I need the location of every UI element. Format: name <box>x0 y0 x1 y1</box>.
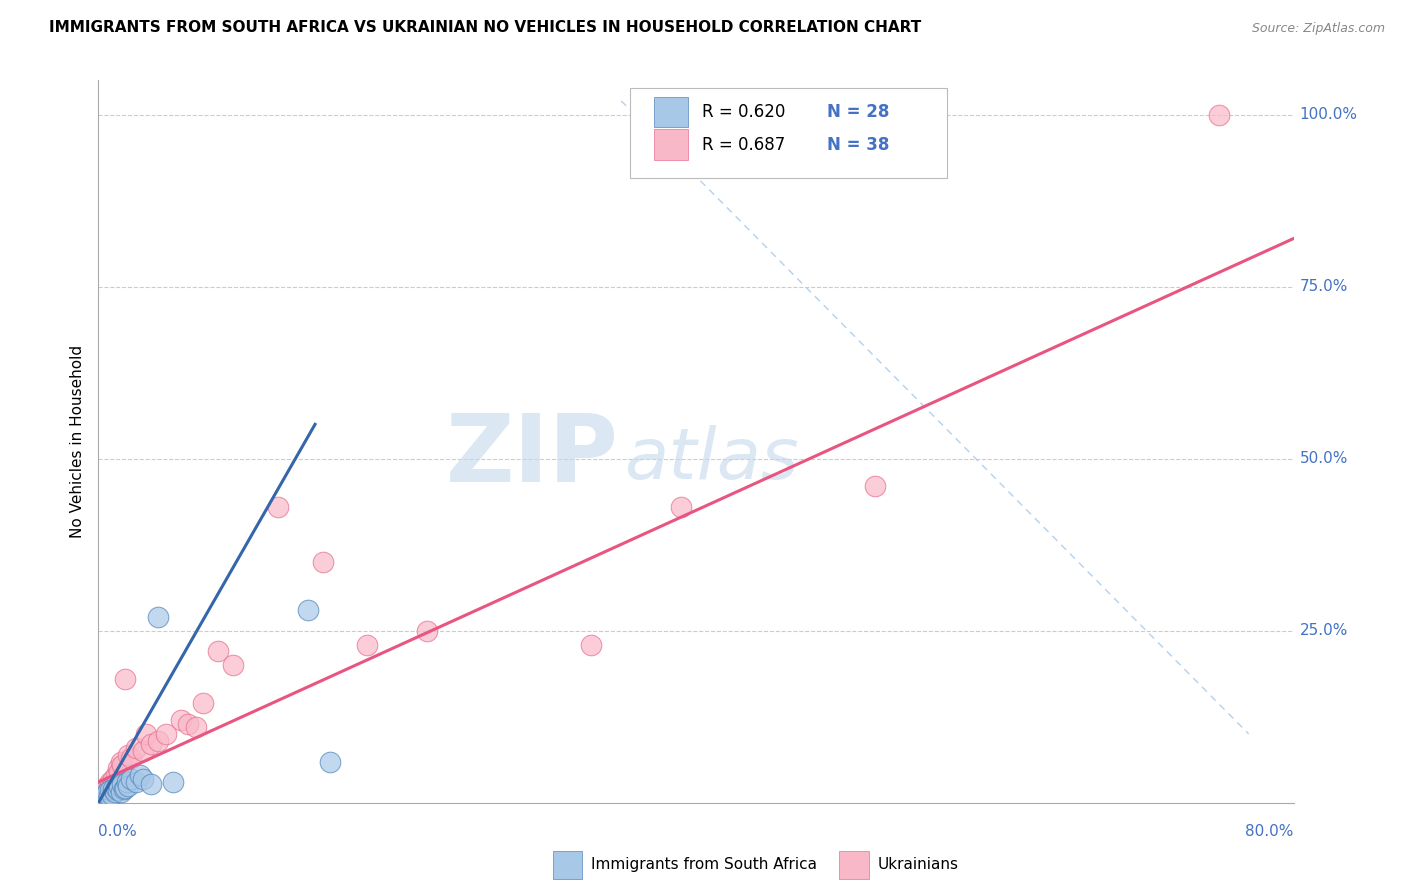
Point <box>115 775 138 789</box>
Point <box>98 775 122 789</box>
Point <box>132 744 155 758</box>
FancyBboxPatch shape <box>654 97 688 128</box>
Point <box>101 779 124 793</box>
Point <box>90 792 112 806</box>
Point <box>104 785 127 799</box>
Point <box>112 782 135 797</box>
Point <box>222 658 245 673</box>
Point <box>139 737 162 751</box>
Point <box>162 775 184 789</box>
Point <box>107 761 129 775</box>
Y-axis label: No Vehicles in Household: No Vehicles in Household <box>69 345 84 538</box>
Point <box>94 788 117 802</box>
Point <box>155 727 177 741</box>
Text: 25.0%: 25.0% <box>1299 624 1348 639</box>
Text: R = 0.687: R = 0.687 <box>702 136 785 153</box>
Text: 0.0%: 0.0% <box>98 824 138 839</box>
Point <box>91 789 114 803</box>
Point <box>319 755 342 769</box>
Text: Ukrainians: Ukrainians <box>877 857 959 872</box>
Point <box>114 672 136 686</box>
Text: 80.0%: 80.0% <box>1246 824 1294 839</box>
Point <box>110 785 132 799</box>
Point <box>581 638 603 652</box>
Text: 50.0%: 50.0% <box>1299 451 1348 467</box>
Point <box>267 500 290 514</box>
Point <box>120 751 142 765</box>
Point <box>207 644 229 658</box>
Point <box>98 783 122 797</box>
Point <box>96 785 118 799</box>
Point <box>120 772 142 786</box>
Point <box>97 789 120 803</box>
Point <box>96 779 118 793</box>
Text: R = 0.620: R = 0.620 <box>702 103 786 121</box>
Point <box>93 790 115 805</box>
Point <box>114 780 136 795</box>
Point <box>111 758 134 772</box>
Point <box>125 775 148 789</box>
Point <box>108 764 131 779</box>
Point <box>311 555 333 569</box>
Point <box>139 776 162 790</box>
Point <box>177 716 200 731</box>
Point <box>117 779 139 793</box>
Point <box>97 780 120 795</box>
Point <box>110 755 132 769</box>
Point <box>90 789 112 803</box>
Point <box>191 696 214 710</box>
FancyBboxPatch shape <box>553 851 582 879</box>
Point <box>117 747 139 762</box>
Point <box>91 785 114 799</box>
Point <box>105 768 128 782</box>
Point <box>93 782 115 797</box>
Point <box>125 740 148 755</box>
Point <box>108 779 131 793</box>
Point <box>111 776 134 790</box>
Text: 75.0%: 75.0% <box>1299 279 1348 294</box>
FancyBboxPatch shape <box>630 87 948 178</box>
Point <box>94 783 117 797</box>
FancyBboxPatch shape <box>654 129 688 160</box>
Point <box>101 788 124 802</box>
Point <box>103 772 125 786</box>
Text: N = 38: N = 38 <box>827 136 890 153</box>
Text: atlas: atlas <box>624 425 799 494</box>
Point <box>669 500 692 514</box>
Text: IMMIGRANTS FROM SOUTH AFRICA VS UKRAINIAN NO VEHICLES IN HOUSEHOLD CORRELATION C: IMMIGRANTS FROM SOUTH AFRICA VS UKRAINIA… <box>49 20 921 35</box>
Point <box>104 775 127 789</box>
Point <box>107 783 129 797</box>
Text: 100.0%: 100.0% <box>1299 107 1358 122</box>
FancyBboxPatch shape <box>839 851 869 879</box>
Text: Immigrants from South Africa: Immigrants from South Africa <box>591 857 817 872</box>
Point <box>356 638 378 652</box>
Point <box>865 479 887 493</box>
Text: Source: ZipAtlas.com: Source: ZipAtlas.com <box>1251 22 1385 36</box>
Point <box>297 603 319 617</box>
Text: ZIP: ZIP <box>446 410 619 502</box>
Point <box>103 782 125 797</box>
Point <box>148 734 170 748</box>
Text: N = 28: N = 28 <box>827 103 890 121</box>
Point <box>132 772 155 786</box>
Point <box>416 624 439 638</box>
Point <box>1208 108 1230 122</box>
Point <box>148 610 170 624</box>
Point <box>135 727 157 741</box>
Point <box>129 768 152 782</box>
Point <box>169 713 191 727</box>
Point <box>105 780 128 795</box>
Point <box>184 720 207 734</box>
